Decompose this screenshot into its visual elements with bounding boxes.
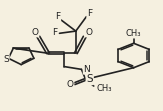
Text: O: O bbox=[85, 28, 92, 37]
Text: O: O bbox=[32, 28, 38, 37]
Text: S: S bbox=[86, 74, 93, 84]
Text: N: N bbox=[83, 65, 90, 74]
Text: S: S bbox=[3, 55, 9, 64]
Text: F: F bbox=[55, 12, 60, 21]
Text: O: O bbox=[67, 80, 74, 89]
Text: F: F bbox=[87, 9, 92, 18]
Text: F: F bbox=[52, 28, 57, 37]
Text: CH₃: CH₃ bbox=[97, 84, 112, 93]
Text: CH₃: CH₃ bbox=[126, 29, 141, 38]
